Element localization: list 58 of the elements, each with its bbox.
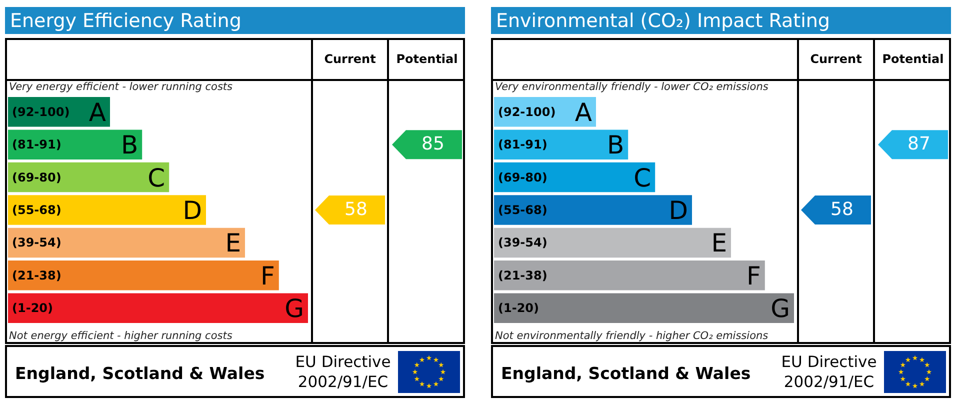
- text: Not energy efficient - higher running costs: [9, 330, 233, 342]
- annotation: F: [746, 261, 761, 290]
- y-tick-label: (1-20): [498, 301, 539, 316]
- annotation: E: [711, 228, 727, 258]
- text: Very energy efficient - lower running costs: [9, 81, 234, 93]
- bar: [8, 260, 279, 290]
- text: 85: [422, 134, 444, 155]
- bar: [494, 293, 794, 323]
- y-tick-label: (69-80): [12, 170, 62, 184]
- text: England, Scotland & Wales: [501, 364, 751, 383]
- bar: [8, 293, 308, 323]
- annotation: G: [770, 294, 790, 324]
- y-tick-label: (92-100): [12, 104, 70, 119]
- annotation: G: [284, 294, 304, 324]
- text: 87: [908, 134, 930, 155]
- text: Current: [810, 52, 862, 66]
- text: Not environmentally friendly - higher CO₂ emissions: [495, 330, 769, 342]
- y-tick-label: (81-91): [12, 138, 62, 152]
- annotation: C: [634, 163, 652, 192]
- annotation: E: [225, 228, 241, 258]
- text: Very environmentally friendly - lower CO₂ emissions: [495, 81, 769, 93]
- annotation: C: [148, 163, 166, 192]
- y-tick-label: (69-80): [498, 170, 548, 184]
- y-tick-label: (39-54): [12, 236, 62, 250]
- y-tick-label: (1-20): [12, 301, 53, 316]
- text: 58: [830, 199, 854, 220]
- text: Potential: [396, 52, 458, 66]
- bar: [8, 228, 245, 258]
- bar: [8, 195, 206, 225]
- text: 58: [344, 199, 368, 220]
- text: England, Scotland & Wales: [15, 364, 265, 383]
- text: EU Directive 2002/91/EC: [295, 353, 391, 391]
- bar: [8, 162, 170, 192]
- chart-title: Energy Efficiency Rating: [10, 10, 242, 32]
- annotation: B: [606, 130, 624, 160]
- y-tick-label: (39-54): [498, 236, 548, 250]
- bar: [494, 195, 692, 225]
- annotation: A: [88, 98, 106, 127]
- annotation: D: [668, 196, 688, 225]
- y-tick-label: (55-68): [12, 203, 62, 217]
- y-tick-label: (21-38): [12, 268, 62, 282]
- y-tick-label: (81-91): [498, 138, 548, 152]
- y-tick-label: (55-68): [498, 203, 548, 217]
- annotation: B: [120, 130, 138, 160]
- annotation: A: [574, 98, 592, 127]
- chart-title: Environmental (CO₂) Impact Rating: [496, 10, 830, 32]
- bar: [494, 260, 765, 290]
- text: Potential: [882, 52, 944, 66]
- y-tick-label: (92-100): [498, 104, 556, 119]
- bar: [494, 130, 628, 160]
- annotation: D: [182, 196, 202, 225]
- bar: [494, 228, 731, 258]
- y-tick-label: (21-38): [498, 268, 548, 282]
- bar: [8, 130, 142, 160]
- bar: [494, 162, 656, 192]
- annotation: F: [260, 261, 275, 290]
- text: EU Directive 2002/91/EC: [781, 353, 877, 391]
- text: Current: [324, 52, 376, 66]
